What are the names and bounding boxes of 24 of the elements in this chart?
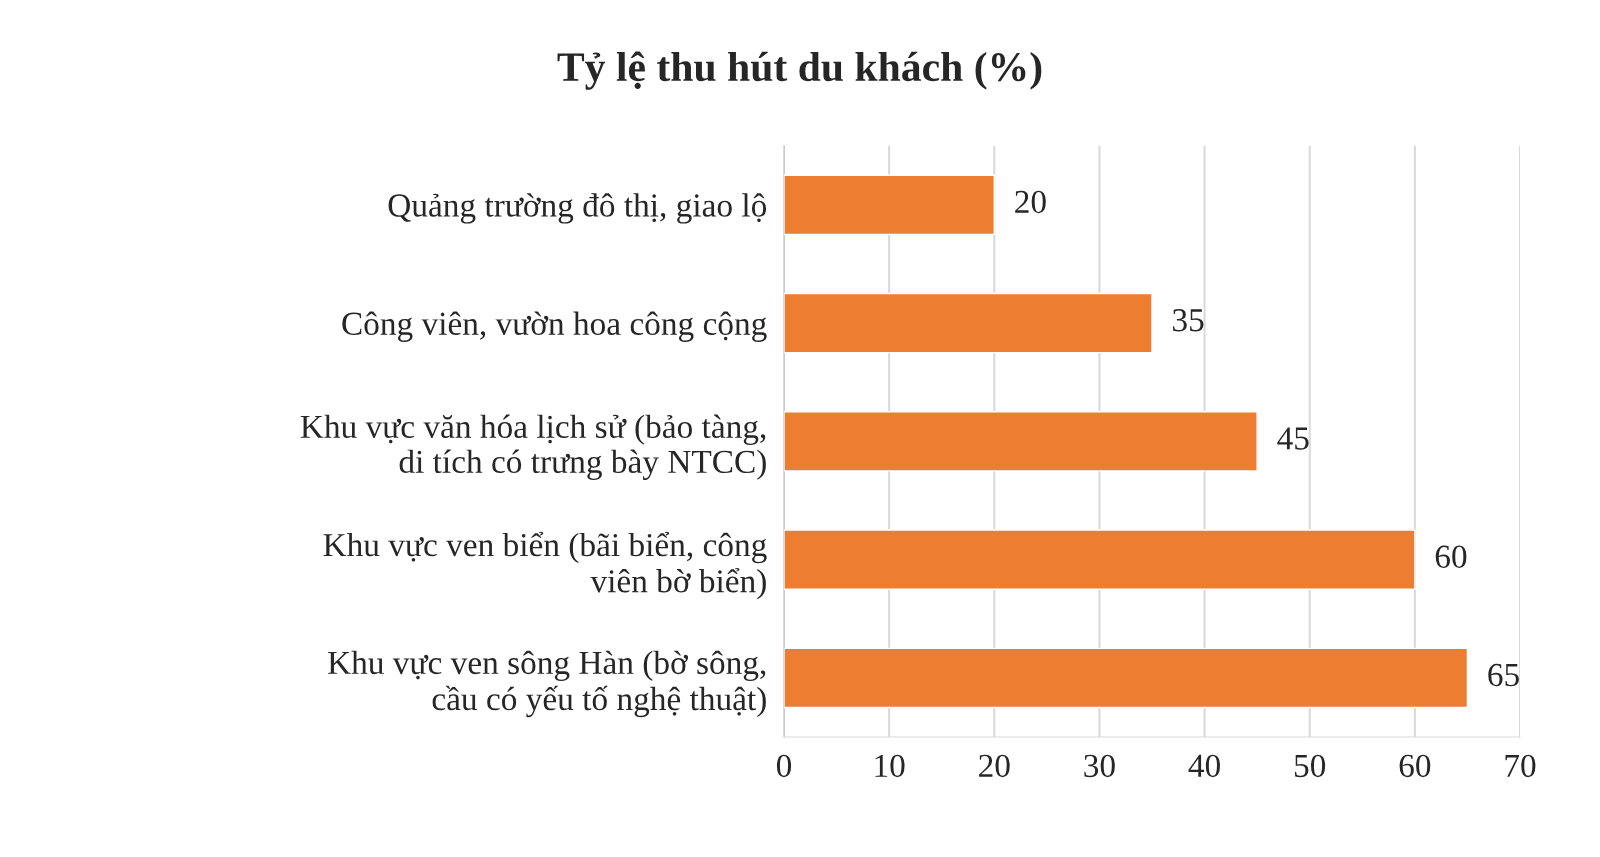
chart-title: Tỷ lệ thu hút du khách (%) — [557, 51, 1042, 90]
bar — [784, 529, 1416, 590]
data-label: 60 — [1435, 545, 1467, 568]
x-tick-label: 40 — [1188, 754, 1220, 778]
data-label: 35 — [1173, 309, 1204, 332]
data-label: 45 — [1277, 427, 1309, 450]
data-label: 65 — [1488, 663, 1519, 687]
data-label: 20 — [1015, 190, 1046, 214]
y-tick-label: Công viên, vườn hoa công cộng — [342, 311, 767, 342]
y-tick-label: Khu vực ven biển (bãi biển, công viên bờ biển) — [323, 531, 767, 600]
y-tick-label: Quảng trường đô thị, giao lộ — [388, 193, 767, 224]
x-tick-label: 70 — [1505, 754, 1536, 778]
y-tick-label: Khu vực văn hóa lịch sử (bảo tàng, di tích có trưng bày NTCC) — [300, 414, 766, 480]
x-tick-label: 20 — [979, 754, 1010, 778]
bar — [784, 292, 1153, 354]
x-tick-label: 10 — [875, 754, 905, 778]
x-tick-label: 0 — [776, 754, 792, 778]
y-tick-label: Khu vực ven sông Hàn (bờ sông, cầu có yếu tố nghệ thuật) — [328, 650, 766, 718]
x-tick-label: 60 — [1399, 754, 1431, 778]
bar — [784, 174, 995, 236]
bar — [784, 647, 1469, 709]
x-tick-label: 30 — [1084, 754, 1115, 778]
x-tick-label: 50 — [1294, 754, 1326, 778]
bar — [784, 411, 1258, 472]
